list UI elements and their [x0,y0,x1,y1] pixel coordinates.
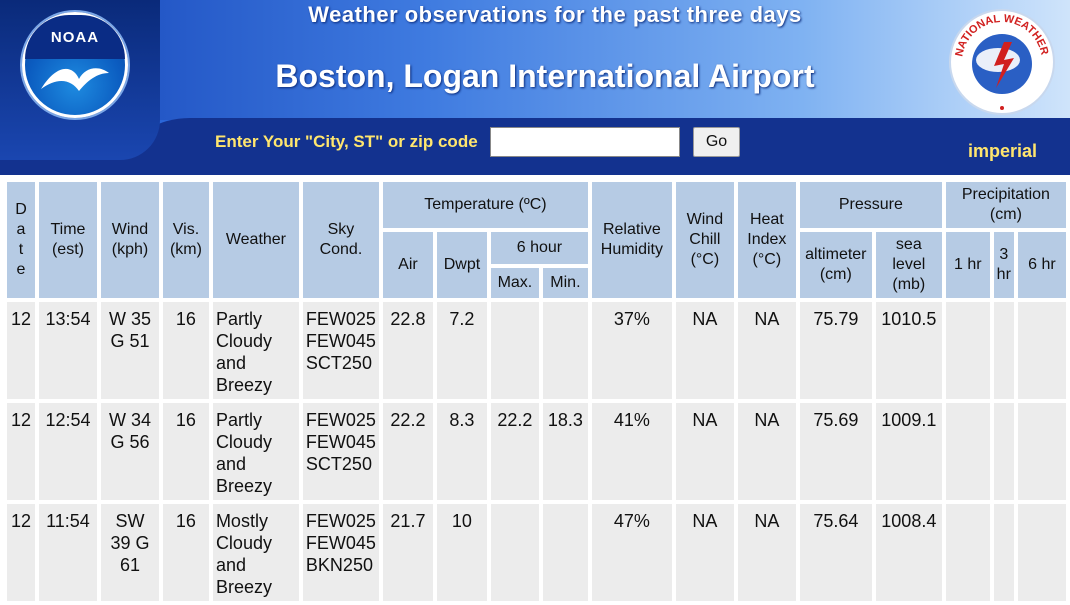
cell-relative-humidity: 41% [591,403,672,500]
go-button[interactable]: Go [693,127,740,157]
cell-visibility: 16 [162,302,209,399]
noaa-logo[interactable]: NOAA [22,12,128,118]
header-altimeter: altimeter (cm) [799,232,872,298]
cell-precip-3hr [993,302,1014,399]
cell-heat-index: NA [737,504,796,601]
cell-visibility: 16 [162,504,209,601]
cell-time: 11:54 [38,504,97,601]
table-row: 12 12:54 W 34 G 56 16 Partly Cloudy and … [7,403,1066,500]
location-search-input[interactable] [490,127,680,157]
header-visibility: Vis. (km) [162,182,209,298]
header-sea-level: sea level (mb) [875,232,942,298]
table-row: 12 11:54 SW 39 G 61 16 Mostly Cloudy and… [7,504,1066,601]
header-min: Min. [542,268,588,298]
cell-air: 22.8 [382,302,433,399]
header-weather: Weather [212,182,299,298]
nws-logo[interactable]: NATIONAL WEATHER SERVICE [948,8,1056,116]
cell-max: 22.2 [490,403,539,500]
cell-min [542,302,588,399]
header-wind: Wind (kph) [100,182,159,298]
header-six-hour: 6 hour [490,232,588,264]
header-pressure: Pressure [799,182,942,228]
cell-wind: W 34 G 56 [100,403,159,500]
cell-date: 12 [7,302,35,399]
cell-precip-6hr [1017,302,1066,399]
cell-air: 21.7 [382,504,433,601]
header-sky-condition: Sky Cond. [302,182,379,298]
header-date: D a t e [7,182,35,298]
cell-date: 12 [7,504,35,601]
cell-dewpoint: 10 [436,504,487,601]
header-precipitation: Precipitation (cm) [945,182,1066,228]
cell-altimeter: 75.79 [799,302,872,399]
cell-air: 22.2 [382,403,433,500]
units-toggle-link[interactable]: imperial [968,141,1038,161]
cell-altimeter: 75.64 [799,504,872,601]
observations-table: D a t e Time (est) Wind (kph) Vis. (km) … [3,178,1070,605]
cell-sea-level: 1009.1 [875,403,942,500]
cell-heat-index: NA [737,403,796,500]
cell-wind: SW 39 G 61 [100,504,159,601]
cell-max [490,504,539,601]
seagull-icon [41,68,109,91]
cell-heat-index: NA [737,302,796,399]
cell-min: 18.3 [542,403,588,500]
cell-wind-chill: NA [675,504,734,601]
cell-relative-humidity: 37% [591,302,672,399]
cell-min [542,504,588,601]
search-label: Enter Your "City, ST" or zip code [215,132,478,151]
header-dewpoint: Dwpt [436,232,487,298]
header-precip-1hr: 1 hr [945,232,990,298]
cell-sky-condition: FEW025 FEW045 SCT250 [302,403,379,500]
cell-sea-level: 1008.4 [875,504,942,601]
cell-precip-3hr [993,403,1014,500]
cell-precip-1hr [945,504,990,601]
page-subtitle: Weather observations for the past three … [308,2,802,27]
cell-max [490,302,539,399]
header-precip-3hr: 3 hr [993,232,1014,298]
cell-sea-level: 1010.5 [875,302,942,399]
cell-dewpoint: 7.2 [436,302,487,399]
header-heat-index: Heat Index (°C) [737,182,796,298]
noaa-logo-text: NOAA [50,29,100,46]
cell-altimeter: 75.69 [799,403,872,500]
cell-sky-condition: FEW025 FEW045 SCT250 [302,302,379,399]
cell-weather: Partly Cloudy and Breezy [212,403,299,500]
cell-sky-condition: FEW025 FEW045 BKN250 [302,504,379,601]
header-precip-6hr: 6 hr [1017,232,1066,298]
cell-precip-6hr [1017,504,1066,601]
cell-precip-1hr [945,302,990,399]
header-temperature: Temperature (ºC) [382,182,588,228]
header-air: Air [382,232,433,298]
header-time: Time (est) [38,182,97,298]
cell-precip-1hr [945,403,990,500]
cell-wind: W 35 G 51 [100,302,159,399]
page-header: NOAA Weather observations for the past t… [0,0,1070,175]
cell-weather: Partly Cloudy and Breezy [212,302,299,399]
cell-dewpoint: 8.3 [436,403,487,500]
header-relative-humidity: Relative Humidity [591,182,672,298]
header-max: Max. [490,268,539,298]
cell-precip-6hr [1017,403,1066,500]
cell-wind-chill: NA [675,302,734,399]
page-title: Boston, Logan International Airport [275,58,815,94]
header-wind-chill: Wind Chill (°C) [675,182,734,298]
table-row: 12 13:54 W 35 G 51 16 Partly Cloudy and … [7,302,1066,399]
cell-date: 12 [7,403,35,500]
header-gradient [0,0,1070,120]
cell-wind-chill: NA [675,403,734,500]
cell-weather: Mostly Cloudy and Breezy [212,504,299,601]
cell-time: 13:54 [38,302,97,399]
cell-precip-3hr [993,504,1014,601]
cell-relative-humidity: 47% [591,504,672,601]
cell-visibility: 16 [162,403,209,500]
cell-time: 12:54 [38,403,97,500]
